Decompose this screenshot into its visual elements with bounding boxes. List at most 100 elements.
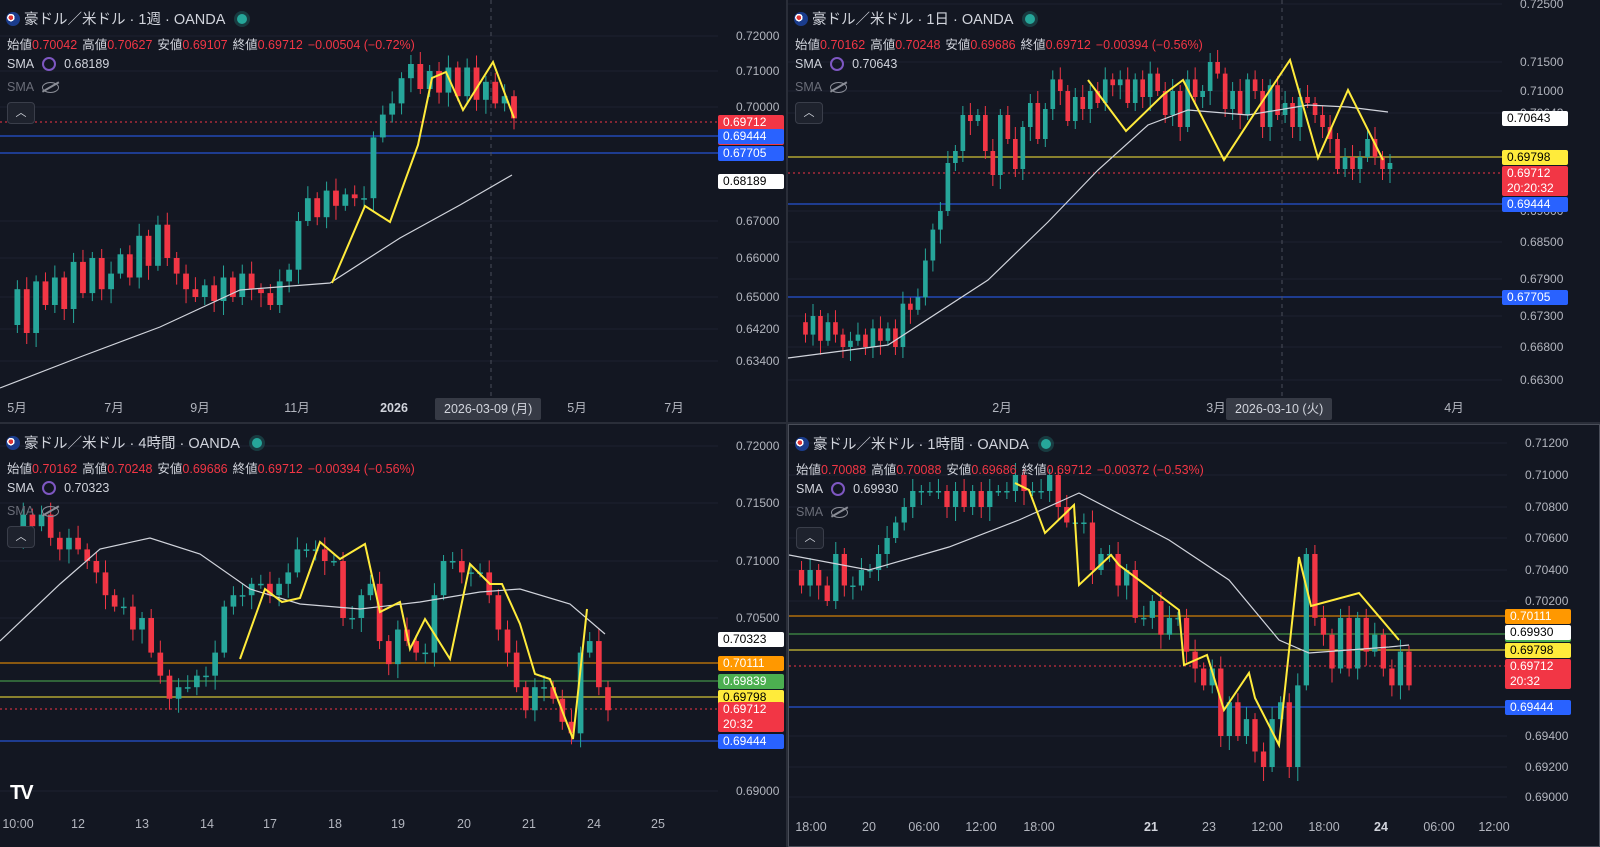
sma-legend-hidden[interactable]: SMA xyxy=(795,80,848,94)
ohlc-value: 0.69686 xyxy=(970,38,1016,52)
candle-body xyxy=(1027,103,1033,127)
price-tag[interactable]: 0.69444 xyxy=(718,129,784,144)
indicator-settings-icon[interactable] xyxy=(42,481,57,495)
price-tag[interactable]: 0.69444 xyxy=(718,734,784,749)
candle-body xyxy=(1297,97,1303,127)
price-tag[interactable]: 0.69798 xyxy=(718,690,784,705)
price-tag[interactable]: 0.69839 xyxy=(718,674,784,689)
sma-legend[interactable]: SMA 0.70323 xyxy=(7,481,109,495)
price-tag[interactable]: 0.69712 20:32 xyxy=(1505,659,1571,689)
price-tag[interactable]: 0.69444 xyxy=(1505,700,1571,715)
candle-body xyxy=(858,570,865,586)
y-tick-label: 0.69200 xyxy=(1525,760,1569,774)
chart-panel-weekly[interactable]: 0.72000 0.71000 0.70000 0.67000 0.66000 0.650… xyxy=(0,0,786,422)
sma-legend-hidden[interactable]: SMA xyxy=(7,80,60,94)
price-tag[interactable]: 0.69444 xyxy=(1502,197,1568,212)
chart-panel-1h[interactable]: 0.71200 0.71000 0.70800 0.70600 0.70400 0.702… xyxy=(788,424,1600,847)
chart-canvas[interactable]: 0.72000 0.71000 0.70000 0.67000 0.66000 0.650… xyxy=(0,0,786,422)
price-tag[interactable]: 0.69798 xyxy=(1505,643,1571,658)
sma-legend[interactable]: SMA 0.69930 xyxy=(796,482,898,496)
symbol-title: 豪ドル／米ドル · 4時間 · OANDA xyxy=(24,436,240,452)
chart-title[interactable]: 豪ドル／米ドル · 1時間 · OANDA xyxy=(795,433,1051,454)
candle-body xyxy=(1125,79,1131,103)
hidden-eye-icon[interactable] xyxy=(830,81,848,93)
x-tick-label: 12:00 xyxy=(965,820,996,834)
hidden-eye-icon[interactable] xyxy=(831,506,849,518)
candle-body xyxy=(1337,617,1344,669)
ohlc-value: 0.70088 xyxy=(896,463,942,477)
candle-body xyxy=(458,561,465,573)
hidden-eye-icon[interactable] xyxy=(42,81,60,93)
candle-body xyxy=(220,277,227,301)
ohlc-value: 0.70248 xyxy=(895,38,941,52)
candle-body xyxy=(349,618,356,620)
candle-body xyxy=(1252,79,1258,91)
candle-body xyxy=(47,514,54,538)
chart-title[interactable]: 豪ドル／米ドル · 1日 · OANDA xyxy=(794,8,1036,29)
chart-panel-daily[interactable]: 0.725000.715000.710000.706430.690000.685… xyxy=(788,0,1600,422)
chart-title[interactable]: 豪ドル／米ドル · 1週 · OANDA xyxy=(6,8,248,29)
y-tick-label: 0.69400 xyxy=(1525,729,1569,743)
candle-body xyxy=(89,258,96,294)
chart-canvas[interactable]: 0.72000 0.71500 0.71000 0.70500 0.69000 10:00… xyxy=(0,424,786,847)
candle-body xyxy=(1149,601,1155,618)
collapse-legend-button[interactable]: ︿ xyxy=(7,102,35,124)
price-tag[interactable]: 0.69798 xyxy=(1502,150,1568,165)
candle-body xyxy=(192,289,199,297)
collapse-legend-button[interactable]: ︿ xyxy=(796,527,824,549)
sma-price-tag[interactable]: 0.68189 xyxy=(718,174,784,189)
price-tag[interactable]: 0.69712 20:20:32 xyxy=(1502,166,1568,196)
ohlc-value: 0.69712 xyxy=(1045,38,1091,52)
candle-body xyxy=(417,64,424,89)
candle-body xyxy=(1106,554,1113,556)
candle-body xyxy=(221,606,228,653)
collapse-legend-button[interactable]: ︿ xyxy=(795,102,823,124)
y-tick-label: 0.71000 xyxy=(736,554,780,568)
candle-body xyxy=(1363,617,1369,652)
sma-price-tag[interactable]: 0.70643 xyxy=(1502,111,1568,126)
candle-body xyxy=(927,491,933,493)
sma-price-tag[interactable]: 0.69930 xyxy=(1505,625,1571,640)
sma-legend-hidden[interactable]: SMA xyxy=(796,505,849,519)
candle-body xyxy=(314,198,321,218)
x-tick-label: 06:00 xyxy=(908,820,939,834)
price-tag-countdown: 20:32 xyxy=(723,717,754,731)
panel-divider-horizontal[interactable] xyxy=(0,422,1600,424)
price-tag-value: 0.70111 xyxy=(1510,609,1552,623)
indicator-settings-icon[interactable] xyxy=(42,57,57,71)
candle-body xyxy=(38,514,45,527)
candle-body xyxy=(1080,97,1086,109)
sma-legend[interactable]: SMA 0.70643 xyxy=(795,57,897,71)
indicator-settings-icon[interactable] xyxy=(831,482,846,496)
price-tag[interactable]: 0.67705 xyxy=(1502,290,1568,305)
candle-body xyxy=(1267,85,1273,127)
sma-legend-hidden[interactable]: SMA xyxy=(7,504,60,518)
candle-body xyxy=(1245,79,1250,115)
tradingview-logo[interactable]: TV xyxy=(10,782,34,804)
ohlc-key: 終値 xyxy=(1021,463,1047,477)
candle-body xyxy=(257,583,264,586)
sma-line xyxy=(0,174,513,389)
sma-legend[interactable]: SMA 0.68189 xyxy=(7,57,109,71)
price-tag[interactable]: 0.70111 xyxy=(718,656,784,671)
x-tick-label: 21 xyxy=(522,817,536,831)
chart-panel-4h[interactable]: 0.72000 0.71500 0.71000 0.70500 0.69000 10:00… xyxy=(0,424,786,847)
x-tick-label: 19 xyxy=(391,817,405,831)
collapse-legend-button[interactable]: ︿ xyxy=(7,526,35,548)
chart-canvas[interactable]: 0.725000.715000.710000.706430.690000.685… xyxy=(788,0,1600,422)
hidden-eye-icon[interactable] xyxy=(42,505,60,517)
price-tag[interactable]: 0.70111 xyxy=(1505,609,1571,624)
candle-body xyxy=(468,572,474,574)
candle-body xyxy=(818,316,823,341)
candle-body xyxy=(201,285,208,297)
chart-canvas[interactable]: 0.71200 0.71000 0.70800 0.70600 0.70400 0.702… xyxy=(789,425,1600,847)
candle-body xyxy=(184,687,191,689)
candle-body xyxy=(884,538,890,554)
chart-title[interactable]: 豪ドル／米ドル · 4時間 · OANDA xyxy=(6,432,262,453)
price-tag[interactable]: 0.69712 20:32 xyxy=(718,702,784,732)
price-tag[interactable]: 0.67705 xyxy=(718,146,784,161)
candle-body xyxy=(303,549,310,551)
candle-body xyxy=(1200,91,1205,97)
indicator-settings-icon[interactable] xyxy=(830,57,845,71)
sma-price-tag[interactable]: 0.70323 xyxy=(718,632,784,647)
